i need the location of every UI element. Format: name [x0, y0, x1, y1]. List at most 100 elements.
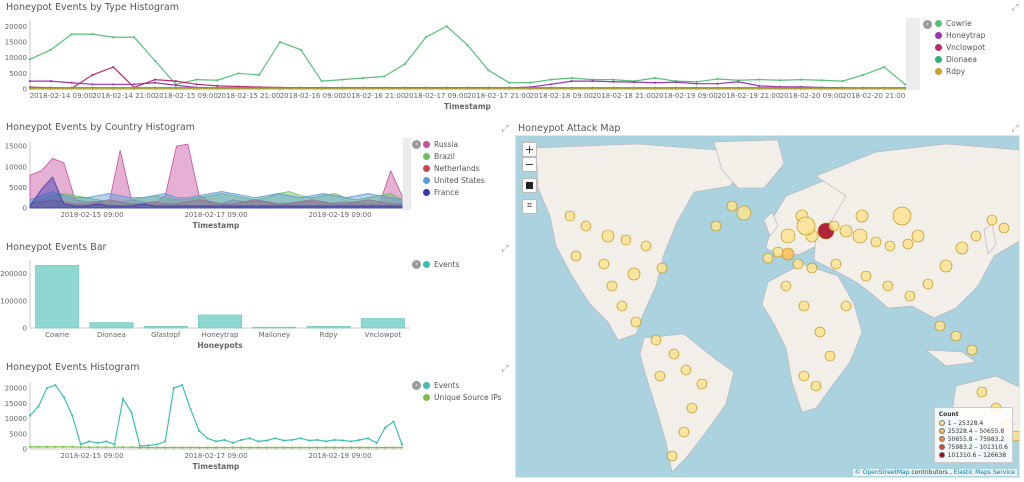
legend-label: 25328.4 – 50655.8 [947, 427, 1005, 435]
x-tick-label: 2018-02-19 21:00 [717, 92, 780, 100]
legend-item[interactable]: France [423, 186, 485, 198]
legend-dot [938, 428, 945, 434]
data-point [223, 446, 226, 449]
legend-toggle-icon[interactable]: › [412, 140, 421, 149]
data-point [633, 87, 636, 90]
attack-marker [922, 278, 934, 290]
legend-item[interactable]: Events [423, 379, 502, 391]
data-point [350, 440, 353, 443]
legend-item[interactable]: Vnclowpot [935, 41, 985, 53]
legend-item[interactable]: United States [423, 174, 485, 186]
draw-rectangle-button[interactable] [522, 178, 537, 193]
ems-link[interactable]: Elastic Maps Service [953, 469, 1015, 476]
legend-scrollbar[interactable] [403, 138, 411, 210]
legend-toggle-icon[interactable]: › [412, 381, 421, 390]
zoom-out-button[interactable]: − [522, 157, 537, 172]
legend-item[interactable]: Dionaea [935, 53, 985, 65]
panel-title: Honeypot Events by Country Histogram [6, 122, 195, 133]
legend-item[interactable]: Netherlands [423, 162, 485, 174]
attack-marker [934, 320, 946, 332]
attack-marker [601, 229, 615, 243]
attack-marker [986, 214, 998, 226]
attack-marker [627, 267, 641, 281]
data-point [299, 87, 302, 90]
attack-marker [696, 378, 708, 390]
legend-item[interactable]: Rdpy [935, 65, 985, 77]
attack-marker [654, 370, 666, 382]
attack-marker [780, 280, 792, 292]
data-point [375, 446, 378, 449]
attack-map[interactable]: + − ⌗ Count 1 – 25328.4 25328.4 – 50655.… [515, 135, 1020, 478]
y-tick-label: 200000 [0, 270, 27, 278]
data-point [737, 87, 740, 90]
legend-toggle-icon[interactable]: › [923, 20, 932, 29]
expand-icon[interactable]: ⤢ [501, 244, 509, 254]
data-point [820, 87, 823, 90]
data-point [113, 443, 116, 446]
x-tick-label: Glastopf [151, 331, 181, 339]
world-map[interactable] [516, 136, 1020, 478]
data-point [758, 78, 761, 81]
events-bar-panel: Honeypot Events Bar ⤢ 200000 100000 0 Honey… [0, 240, 512, 360]
y-tick-label: 0 [23, 86, 27, 94]
legend-item[interactable]: Unique Source IPs [423, 391, 502, 403]
legend-dot [423, 393, 430, 401]
panel-title: Honeypot Events by Type Histogram [6, 2, 180, 13]
data-point [216, 87, 219, 90]
legend-scrollbar[interactable] [906, 18, 920, 90]
bar-legend: Events [423, 258, 459, 270]
data-point [591, 87, 594, 90]
data-point [195, 87, 198, 90]
data-point [155, 443, 158, 446]
legend-dot [935, 43, 942, 51]
data-point [96, 441, 99, 445]
legend-item[interactable]: Brazil [423, 150, 485, 162]
data-point [570, 87, 573, 90]
attack-marker [772, 246, 784, 258]
data-point [508, 87, 511, 90]
zoom-in-button[interactable]: + [522, 142, 537, 157]
data-point [172, 446, 175, 449]
x-axis-title: Honeypots [197, 341, 243, 350]
map-attribution: © OpenStreetMap contributors , Elastic M… [852, 469, 1017, 476]
legend-item[interactable]: Honeytrap [935, 29, 985, 41]
fit-bounds-button[interactable]: ⌗ [522, 199, 537, 214]
data-point [112, 36, 115, 39]
country-legend: Russia Brazil Netherlands United States … [423, 138, 485, 198]
map-legend-item: 50655.8 – 75983.2 [938, 435, 1008, 443]
attack-marker [892, 206, 912, 226]
attack-marker [710, 220, 722, 232]
attack-markers [564, 200, 1019, 462]
expand-icon[interactable]: ⤢ [501, 124, 509, 134]
data-point [549, 83, 552, 86]
x-tick-label: Cowrie [45, 331, 69, 339]
data-point [130, 411, 133, 414]
series-area [29, 176, 403, 209]
data-point [883, 87, 886, 90]
type-legend: Cowrie Honeytrap Vnclowpot Dionaea Rdpy [935, 17, 985, 77]
events-histogram-chart: 20000 15000 10000 5000 0 2018-02-15 09:00 2018… [5, 382, 404, 471]
data-point [257, 446, 260, 449]
data-point [862, 73, 865, 76]
data-point [549, 78, 552, 81]
attack-marker [855, 209, 869, 223]
country-histogram-chart: 15000 10000 5000 0 2018-02-15 09:00 2018-02-1… [5, 142, 403, 230]
osm-link[interactable]: © OpenStreetMap [854, 469, 910, 476]
legend-toggle-icon[interactable]: › [412, 260, 421, 269]
attack-marker [970, 230, 982, 242]
legend-item[interactable]: Events [423, 258, 459, 270]
data-point [716, 77, 719, 81]
x-tick-label: 2018-02-17 09:00 [184, 211, 247, 219]
expand-icon[interactable]: ⤢ [501, 364, 509, 374]
data-point [237, 87, 240, 90]
legend-item[interactable]: Russia [423, 138, 485, 150]
x-tick-label: 2018-02-14 21:00 [92, 92, 155, 100]
data-point [316, 438, 319, 441]
legend-item[interactable]: Cowrie [935, 17, 985, 29]
legend-label: Brazil [434, 151, 455, 161]
data-point [164, 440, 167, 443]
expand-icon[interactable]: ⤢ [1011, 3, 1019, 13]
data-point [612, 80, 615, 83]
expand-icon[interactable]: ⤢ [1011, 124, 1019, 134]
legend-dot [935, 19, 942, 27]
